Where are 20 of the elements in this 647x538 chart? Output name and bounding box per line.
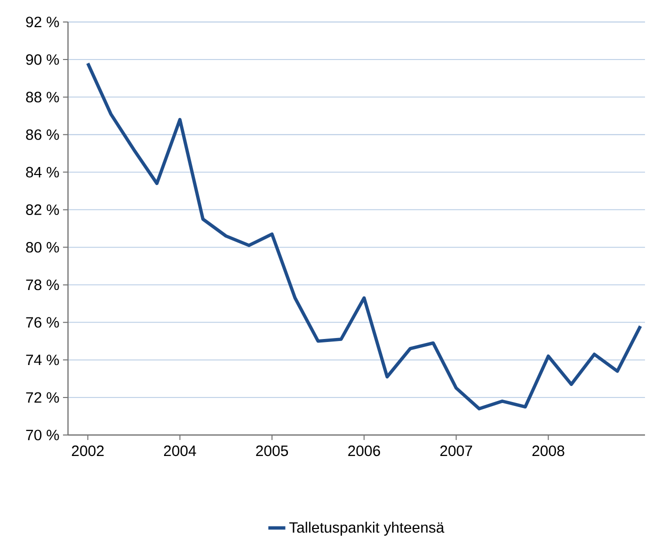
x-tick-label: 2005	[256, 446, 288, 456]
line-series	[86, 62, 642, 410]
x-tick-label: 2002	[72, 446, 104, 456]
y-tick-label: 80 %	[26, 242, 59, 253]
legend-label: Talletuspankit yhteensä	[289, 522, 444, 536]
y-tick-label: 86 %	[26, 129, 59, 140]
y-tick-label: 76 %	[26, 317, 59, 328]
x-tick-label: 2008	[532, 446, 564, 456]
x-tick-label: 2006	[348, 446, 380, 456]
y-tick-label: 88 %	[26, 92, 59, 102]
y-tick-label: 92 %	[26, 16, 59, 28]
y-tick-label: 90 %	[26, 54, 59, 65]
x-tick-label: 2007	[440, 446, 472, 456]
y-tick-label: 74 %	[26, 354, 59, 366]
y-tick-label: 70 %	[26, 430, 59, 440]
x-tick-label: 2004	[164, 446, 196, 456]
y-tick-label: 72 %	[26, 392, 59, 403]
y-tick-label: 84 %	[26, 166, 59, 178]
y-tick-label: 78 %	[26, 280, 59, 290]
y-tick-label: 82 %	[26, 204, 59, 216]
